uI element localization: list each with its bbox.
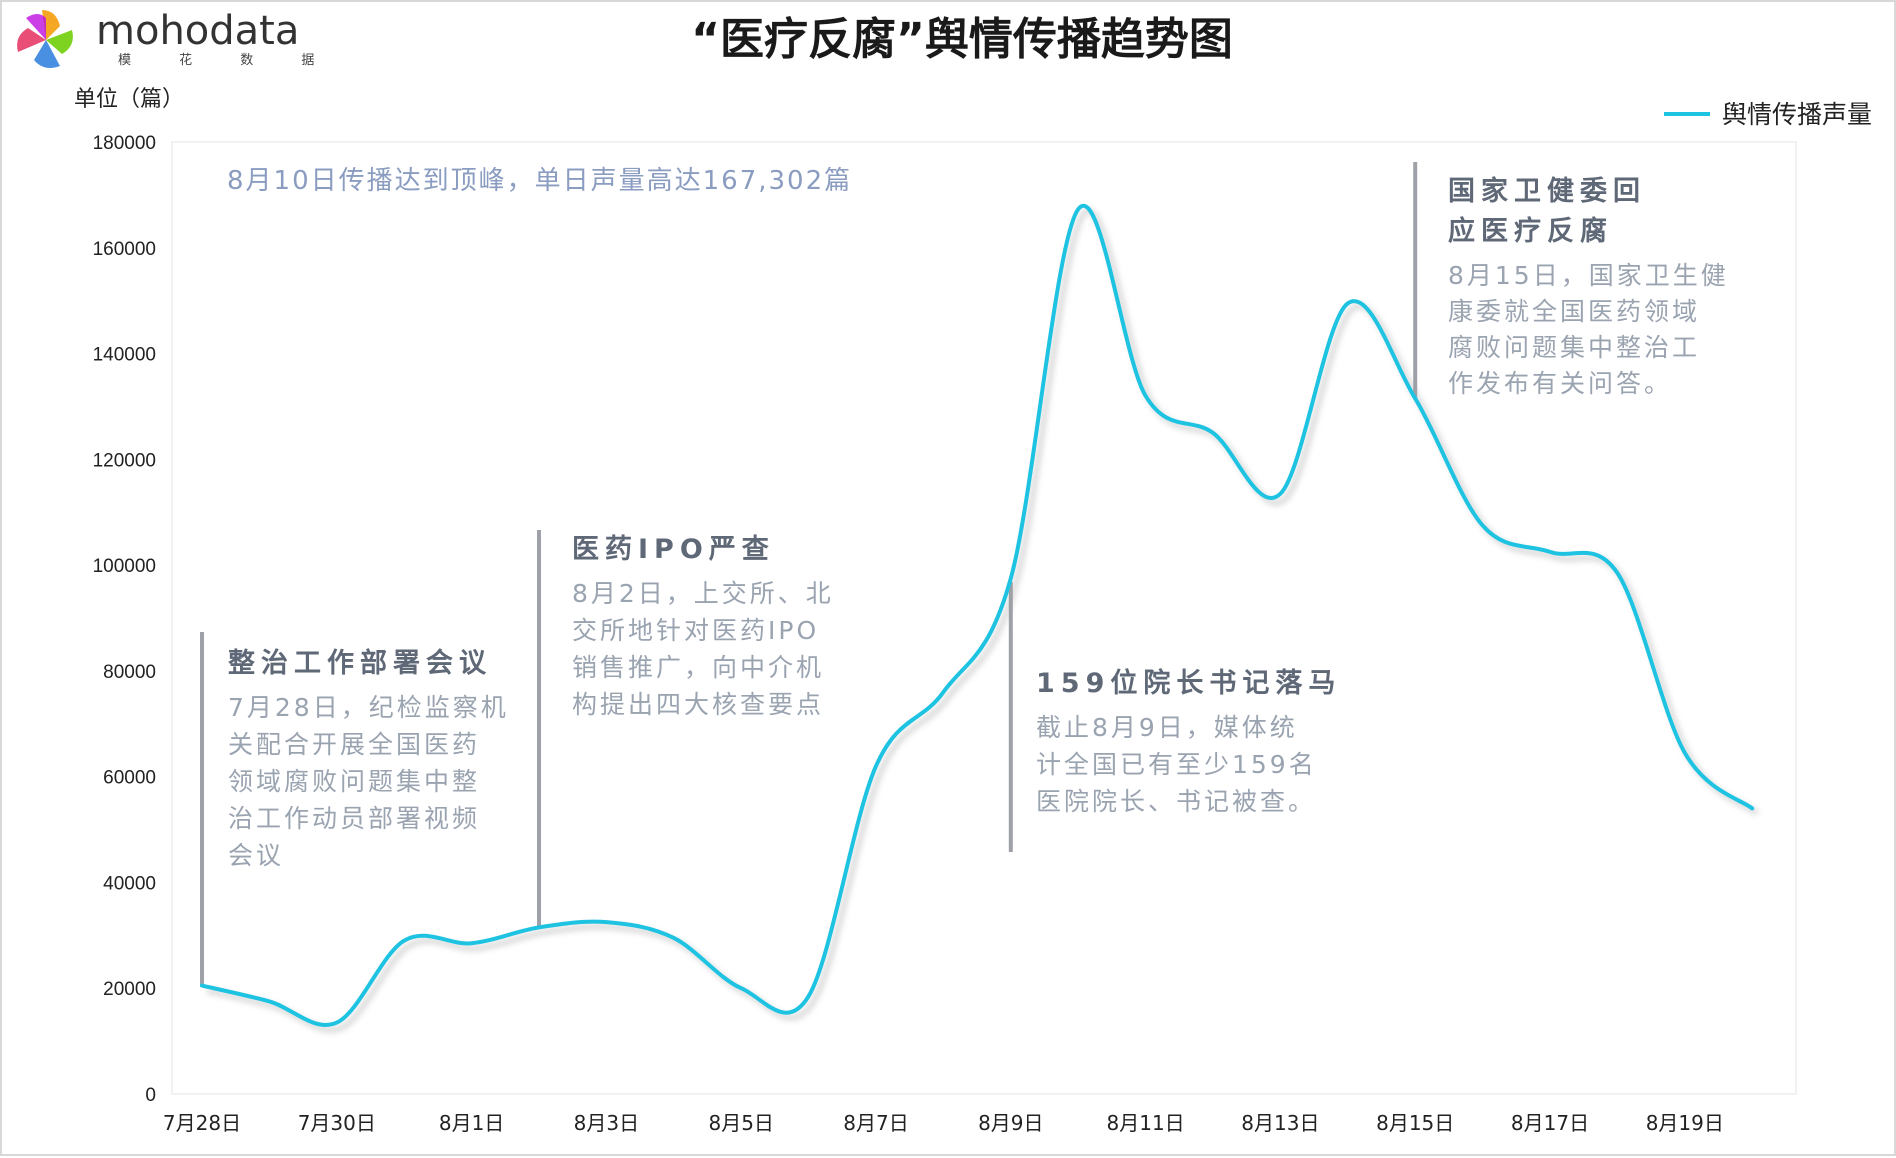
unit-label: 单位（篇） (74, 87, 184, 112)
x-tick-label: 8月3日 (574, 1111, 639, 1135)
annotation-body-line: 作发布有关问答。 (1448, 369, 1672, 398)
logo: mohodata 模 花 数 据 (17, 8, 336, 68)
y-tick-label: 160000 (93, 239, 156, 260)
annotation-body-line: 腐败问题集中整治工 (1448, 333, 1700, 362)
y-tick-label: 0 (145, 1085, 156, 1106)
y-axis: 0 20000 40000 60000 80000 100000 120000 140000 1… (93, 133, 156, 1106)
annotation-body-line: 8月15日，国家卫生健 (1448, 261, 1729, 290)
annotation-body-line: 关配合开展全国医药 (228, 730, 480, 759)
legend: 舆情传播声量 (1664, 100, 1872, 129)
x-tick-label: 8月11日 (1107, 1111, 1185, 1135)
annotation-body-line: 康委就全国医药领域 (1448, 297, 1700, 326)
y-tick-label: 60000 (103, 768, 156, 789)
annotation-body-line: 医院院长、书记被查。 (1036, 787, 1316, 816)
annotation-title: 159位院长书记落马 (1036, 667, 1341, 699)
logo-subtitle: 模 花 数 据 (118, 52, 336, 68)
pinwheel-logo-icon (17, 10, 73, 68)
y-tick-label: 40000 (103, 873, 156, 894)
annotation-title: 整治工作部署会议 (228, 647, 492, 679)
y-tick-label: 120000 (93, 450, 156, 471)
annotation-body-line: 计全国已有至少159名 (1036, 750, 1317, 779)
y-tick-label: 80000 (103, 662, 156, 683)
y-tick-label: 140000 (93, 345, 156, 366)
annotation-body-line: 领域腐败问题集中整 (228, 767, 480, 796)
series-line (200, 203, 1755, 1027)
annotation-body-line: 会议 (228, 841, 284, 870)
annotation-body-line: 交所地针对医药IPO (572, 616, 819, 645)
series-layer (200, 203, 1760, 1033)
y-tick-label: 180000 (93, 133, 156, 154)
annotations: 整治工作部署会议 7月28日，纪检监察机关配合开展全国医药领域腐败问题集中整治工作… (228, 175, 1729, 870)
annotation-title: 国家卫健委回应医疗反腐 (1448, 175, 1646, 247)
annotation-body-line: 治工作动员部署视频 (228, 804, 480, 833)
x-tick-label: 8月19日 (1646, 1111, 1724, 1135)
x-tick-label: 8月13日 (1241, 1111, 1319, 1135)
x-tick-label: 8月15日 (1376, 1111, 1454, 1135)
x-tick-label: 8月1日 (439, 1111, 504, 1135)
peak-annotation: 8月10日传播达到顶峰，单日声量高达167,302篇 (227, 166, 852, 196)
annotation-body-line: 构提出四大核查要点 (572, 690, 824, 719)
x-axis: 7月28日 7月30日 8月1日 8月3日 8月5日 8月7日 8月9日 8月11日 8月13日… (163, 1111, 1724, 1135)
annotation-body-line: 7月28日，纪检监察机 (228, 693, 509, 722)
x-tick-label: 8月9日 (978, 1111, 1043, 1135)
x-tick-label: 7月28日 (163, 1111, 241, 1135)
x-tick-label: 8月5日 (708, 1111, 773, 1135)
annotation-body-line: 销售推广，向中介机 (572, 653, 824, 682)
legend-label: 舆情传播声量 (1722, 100, 1872, 129)
annotation-body-line: 8月2日，上交所、北 (572, 579, 834, 608)
x-tick-label: 7月30日 (298, 1111, 376, 1135)
logo-name: mohodata (96, 8, 299, 54)
annotation-body-line: 截止8月9日，媒体统 (1036, 713, 1298, 742)
chart-title: “医疗反腐”舆情传播趋势图 (691, 14, 1233, 65)
y-tick-label: 100000 (93, 556, 156, 577)
annotation-markers (200, 162, 1418, 986)
annotation-title: 医药IPO严查 (572, 534, 775, 565)
y-tick-label: 20000 (103, 979, 156, 1000)
x-tick-label: 8月17日 (1511, 1111, 1589, 1135)
plot-area (171, 141, 1797, 1095)
x-tick-label: 8月7日 (843, 1111, 908, 1135)
